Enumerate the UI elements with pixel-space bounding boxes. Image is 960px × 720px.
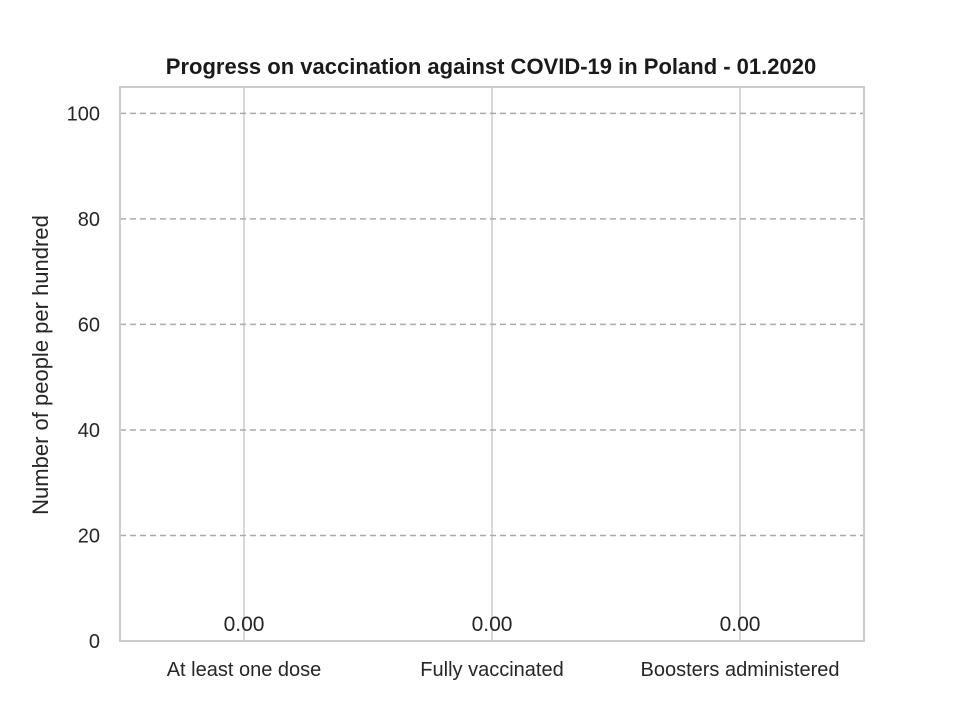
data-label: 0.00	[472, 613, 513, 636]
data-label: 0.00	[720, 613, 761, 636]
y-tick-label: 20	[78, 525, 100, 547]
x-tick-label: Fully vaccinated	[420, 659, 563, 681]
data-labels: 0.00 0.00 0.00	[224, 613, 761, 636]
y-tick-labels: 0 20 40 60 80 100	[67, 103, 100, 653]
plot-frame	[119, 86, 865, 642]
horizontal-gridlines	[120, 112, 864, 537]
x-tick-label: At least one dose	[167, 659, 322, 681]
y-tick-label: 80	[78, 209, 100, 231]
y-tick-label: 40	[78, 420, 100, 442]
data-label: 0.00	[224, 613, 265, 636]
y-tick-label: 60	[78, 314, 100, 336]
x-tick-labels: At least one dose Fully vaccinated Booster…	[167, 659, 840, 681]
vertical-gridlines	[243, 87, 741, 641]
x-tick-label: Boosters administered	[641, 659, 840, 681]
y-tick-label: 100	[67, 103, 100, 125]
y-tick-label: 0	[89, 631, 100, 653]
y-axis-label: Number of people per hundred	[28, 215, 53, 515]
chart-title: Progress on vaccination against COVID-19…	[166, 54, 816, 79]
